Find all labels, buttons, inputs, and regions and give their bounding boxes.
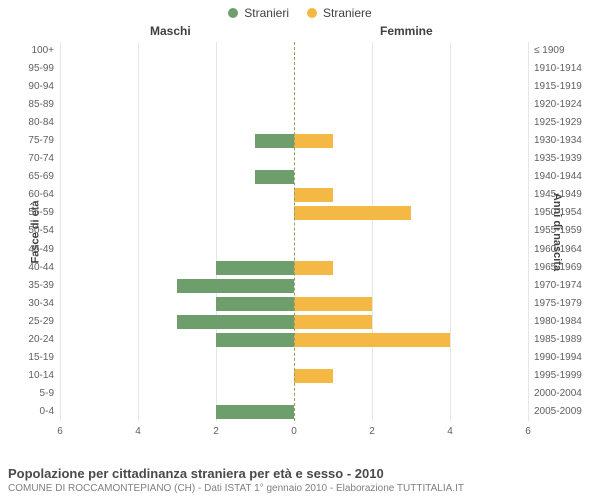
- birth-year-label: 1950-1954: [534, 204, 582, 222]
- footer-subtitle: COMUNE DI ROCCAMONTEPIANO (CH) - Dati IS…: [8, 483, 464, 494]
- birth-year-label: 1935-1939: [534, 150, 582, 168]
- age-label: 95-99: [28, 60, 54, 78]
- birth-year-label: 1995-1999: [534, 367, 582, 385]
- birth-year-label: 1945-1949: [534, 186, 582, 204]
- age-label: 65-69: [28, 168, 54, 186]
- birth-year-label: 1940-1944: [534, 168, 582, 186]
- birth-year-label: 1955-1959: [534, 222, 582, 240]
- age-label: 85-89: [28, 96, 54, 114]
- bar-male: [216, 297, 294, 311]
- bar-female: [294, 297, 372, 311]
- birth-year-label: 1985-1989: [534, 331, 582, 349]
- footer-title: Popolazione per cittadinanza straniera p…: [8, 466, 464, 481]
- x-tick-label: 2: [213, 426, 219, 437]
- birth-year-label: 1990-1994: [534, 349, 582, 367]
- column-header-female: Femmine: [380, 24, 433, 38]
- age-label: 45-49: [28, 241, 54, 259]
- age-label: 0-4: [40, 403, 54, 421]
- birth-year-label: 1925-1929: [534, 114, 582, 132]
- bar-female: [294, 188, 333, 202]
- bar-male: [255, 170, 294, 184]
- bar-male: [177, 315, 294, 329]
- bar-female: [294, 134, 333, 148]
- age-label: 35-39: [28, 277, 54, 295]
- legend-swatch-female: [307, 8, 317, 18]
- age-label: 55-59: [28, 204, 54, 222]
- bar-female: [294, 315, 372, 329]
- age-label: 80-84: [28, 114, 54, 132]
- bar-female: [294, 261, 333, 275]
- age-label: 50-54: [28, 222, 54, 240]
- birth-year-label: 1915-1919: [534, 78, 582, 96]
- x-tick-label: 4: [447, 426, 453, 437]
- age-label: 10-14: [28, 367, 54, 385]
- age-label: 90-94: [28, 78, 54, 96]
- legend-label-male: Stranieri: [244, 6, 289, 20]
- legend-label-female: Straniere: [323, 6, 372, 20]
- bar-male: [216, 405, 294, 419]
- age-label: 70-74: [28, 150, 54, 168]
- bar-male: [177, 279, 294, 293]
- age-label: 25-29: [28, 313, 54, 331]
- age-label: 60-64: [28, 186, 54, 204]
- birth-year-label: 1960-1964: [534, 241, 582, 259]
- legend-item-female: Straniere: [307, 6, 372, 20]
- bar-female: [294, 369, 333, 383]
- bar-male: [216, 261, 294, 275]
- plot-region: 6420246100+≤ 190995-991910-191490-941915…: [60, 42, 528, 421]
- x-tick-label: 6: [57, 426, 63, 437]
- x-tick-label: 2: [369, 426, 375, 437]
- age-label: 5-9: [40, 385, 54, 403]
- birth-year-label: 1970-1974: [534, 277, 582, 295]
- age-label: 30-34: [28, 295, 54, 313]
- bar-male: [216, 333, 294, 347]
- age-label: 40-44: [28, 259, 54, 277]
- age-label: 75-79: [28, 132, 54, 150]
- birth-year-label: 1965-1969: [534, 259, 582, 277]
- birth-year-label: 1975-1979: [534, 295, 582, 313]
- column-header-male: Maschi: [150, 24, 191, 38]
- x-tick-label: 4: [135, 426, 141, 437]
- bar-female: [294, 333, 450, 347]
- zero-line: [294, 42, 295, 421]
- bar-female: [294, 206, 411, 220]
- birth-year-label: 1930-1934: [534, 132, 582, 150]
- birth-year-label: 1920-1924: [534, 96, 582, 114]
- chart-area: Maschi Femmine Fasce di età Anni di nasc…: [0, 24, 600, 439]
- legend-swatch-male: [228, 8, 238, 18]
- bar-male: [255, 134, 294, 148]
- birth-year-label: 2005-2009: [534, 403, 582, 421]
- birth-year-label: 1980-1984: [534, 313, 582, 331]
- legend-item-male: Stranieri: [228, 6, 289, 20]
- birth-year-label: 2000-2004: [534, 385, 582, 403]
- gridline: [528, 42, 529, 421]
- x-tick-label: 0: [291, 426, 297, 437]
- x-tick-label: 6: [525, 426, 531, 437]
- birth-year-label: ≤ 1909: [534, 42, 565, 60]
- age-label: 15-19: [28, 349, 54, 367]
- legend: Stranieri Straniere: [0, 0, 600, 24]
- age-label: 100+: [31, 42, 54, 60]
- birth-year-label: 1910-1914: [534, 60, 582, 78]
- age-label: 20-24: [28, 331, 54, 349]
- footer: Popolazione per cittadinanza straniera p…: [8, 466, 464, 494]
